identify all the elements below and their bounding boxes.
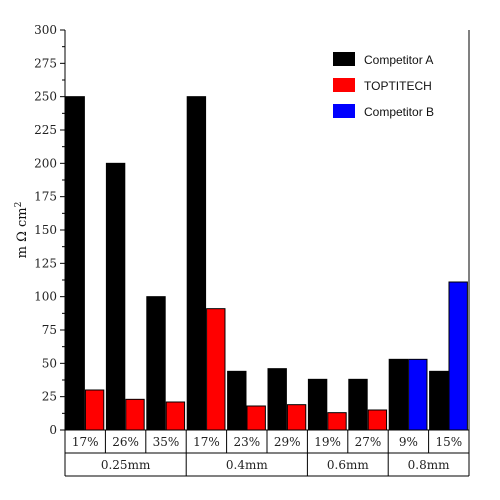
- x-group-label: 0.4mm: [226, 458, 268, 472]
- x-category-label: 17%: [193, 435, 220, 449]
- bar-toptitech: [367, 409, 388, 431]
- y-tick-label: 100: [34, 290, 57, 304]
- bar-competitor-a: [267, 368, 287, 431]
- legend-swatch: [333, 52, 355, 66]
- y-tick-label: 150: [34, 223, 57, 237]
- legend-swatch: [333, 78, 355, 92]
- bar-toptitech: [327, 412, 347, 431]
- y-tick-label: 175: [34, 190, 57, 204]
- x-category-label: 26%: [112, 435, 139, 449]
- bar-competitor-b: [408, 358, 428, 431]
- bar-competitor-a: [307, 378, 328, 431]
- x-category-label: 15%: [435, 435, 462, 449]
- bar-toptitech: [286, 404, 307, 431]
- bar-competitor-a: [65, 96, 85, 431]
- bar-toptitech: [246, 405, 266, 431]
- x-group-label: 0.6mm: [327, 458, 369, 472]
- x-category-label: 35%: [153, 435, 180, 449]
- y-axis-label: m Ω cm2: [14, 202, 30, 259]
- y-tick-label: 50: [42, 356, 57, 370]
- bar-competitor-a: [146, 296, 166, 431]
- x-category-label: 19%: [314, 435, 341, 449]
- bar-toptitech: [165, 401, 186, 431]
- legend-label: TOPTITECH: [364, 79, 432, 93]
- legend-label: Competitor A: [364, 53, 433, 67]
- legend: Competitor A TOPTITECH Competitor B: [333, 52, 434, 119]
- bar-toptitech: [84, 389, 105, 431]
- bar-competitor-a: [105, 162, 126, 431]
- y-tick-label: 75: [42, 323, 57, 337]
- bar-competitor-a: [348, 378, 368, 431]
- y-tick-label: 125: [34, 256, 57, 270]
- bar-competitor-a: [388, 358, 409, 431]
- bar-toptitech: [125, 398, 145, 431]
- bar-competitor-b: [448, 281, 468, 431]
- x-category-label: 9%: [399, 435, 418, 449]
- bar-competitor-a: [227, 370, 247, 431]
- x-category-label: 23%: [233, 435, 260, 449]
- x-group-label: 0.8mm: [408, 458, 450, 472]
- legend-label: Competitor B: [364, 105, 434, 119]
- bar-competitor-a: [186, 96, 207, 431]
- y-axis-label-text: m Ω cm: [15, 207, 30, 258]
- y-axis-label-superscript: 2: [14, 202, 24, 208]
- y-tick-label: 200: [34, 156, 57, 170]
- y-tick-label: 250: [34, 90, 57, 104]
- plot-area: 0 25 50 75 100 125 150 175 200 225 250 275 300 17% 26%…: [34, 23, 470, 477]
- x-category-label: 29%: [274, 435, 301, 449]
- y-tick-label: 225: [34, 123, 57, 137]
- y-tick-label: 25: [42, 390, 57, 404]
- legend-swatch: [333, 104, 355, 118]
- y-tick-label: 0: [49, 423, 57, 437]
- y-tick-label: 275: [34, 56, 57, 70]
- x-group-label: 0.25mm: [101, 458, 151, 472]
- x-category-label: 27%: [355, 435, 382, 449]
- bar-competitor-a: [429, 370, 449, 431]
- bar-toptitech: [206, 308, 226, 431]
- y-tick-label: 300: [34, 23, 57, 37]
- x-category-label: 17%: [72, 435, 99, 449]
